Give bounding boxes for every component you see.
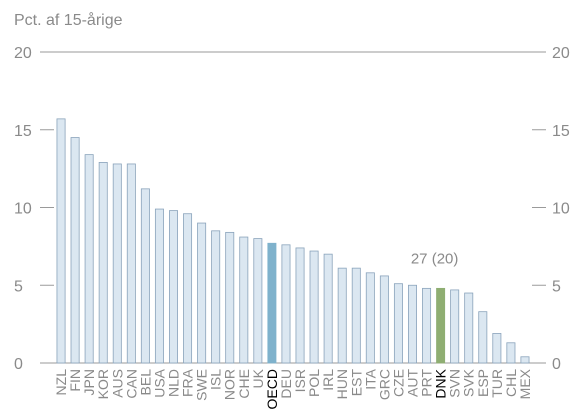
category-label-bel: BEL [137, 369, 153, 396]
bar-svk [464, 292, 474, 364]
category-label-svk: SVK [461, 368, 477, 397]
category-label-nld: NLD [166, 369, 182, 397]
category-label-irl: IRL [320, 369, 336, 391]
bar-uk [253, 238, 263, 364]
category-label-dnk: DNK [433, 368, 449, 398]
category-label-cze: CZE [390, 369, 406, 397]
y-tick-label-right: 20 [552, 45, 570, 62]
category-label-mex: MEX [517, 368, 533, 399]
category-labels: NZLFINJPNKORAUSCANBELUSANLDFRASWEISLNORC… [53, 368, 533, 409]
bar-irl [323, 253, 333, 364]
category-label-swe: SWE [194, 369, 210, 401]
bar-grc [379, 275, 389, 364]
category-label-isr: ISR [292, 369, 308, 392]
category-label-isl: ISL [208, 369, 224, 390]
category-label-uk: UK [250, 368, 266, 388]
category-label-che: CHE [236, 369, 252, 399]
bar-pol [309, 250, 319, 364]
category-label-aut: AUT [405, 369, 421, 397]
category-label-nzl: NZL [53, 369, 69, 396]
bar-chl [506, 342, 516, 364]
bar-aut [408, 284, 417, 364]
category-label-chl: CHL [503, 369, 519, 397]
category-label-fin: FIN [67, 369, 83, 392]
bar-deu [281, 244, 291, 364]
category-label-fra: FRA [180, 368, 196, 397]
category-label-est: EST [348, 369, 364, 397]
bar-kor [98, 162, 108, 364]
bar-esp [478, 311, 488, 364]
y-tick-label-left: 10 [14, 201, 32, 218]
bars [56, 118, 530, 364]
bar-ita [365, 272, 375, 364]
category-label-pol: POL [306, 369, 322, 397]
bar-fra [183, 213, 193, 364]
y-tick-label-left: 0 [14, 356, 23, 373]
y-tick-label-left: 15 [14, 123, 32, 140]
bar-nld [169, 210, 178, 364]
category-label-nor: NOR [222, 369, 238, 400]
category-label-kor: KOR [95, 369, 111, 399]
bar-swe [197, 222, 207, 364]
category-label-hun: HUN [334, 369, 350, 399]
bar-usa [154, 208, 164, 364]
bar-prt [422, 287, 432, 364]
bar-che [239, 236, 249, 364]
category-label-deu: DEU [278, 369, 294, 399]
bar-bel [140, 188, 150, 364]
bar-tur [492, 333, 502, 364]
y-tick-label-left: 20 [14, 45, 32, 62]
category-label-esp: ESP [475, 369, 491, 397]
category-label-prt: PRT [419, 369, 435, 397]
category-label-tur: TUR [489, 369, 505, 398]
annotation: 27 (20) [411, 251, 459, 268]
category-label-jpn: JPN [81, 369, 97, 395]
y-tick-label-right: 5 [552, 278, 561, 295]
bar-oecd [267, 242, 277, 364]
y-axis-label: Pct. af 15-årige [14, 11, 123, 29]
bar-isl [211, 230, 221, 364]
bar-aus [112, 163, 122, 364]
y-tick-label-right: 0 [552, 356, 561, 373]
bar-cze [393, 283, 403, 364]
y-tick-label-left: 5 [14, 278, 23, 295]
category-label-oecd: OECD [264, 369, 280, 409]
bar-nzl [56, 118, 66, 364]
bar-mex [520, 356, 530, 364]
bar-est [351, 267, 361, 364]
bar-hun [337, 267, 347, 364]
category-label-grc: GRC [376, 369, 392, 400]
y-tick-label-right: 15 [552, 123, 570, 140]
bar-svn [450, 289, 460, 364]
bar-isr [295, 247, 305, 364]
bar-can [126, 163, 136, 364]
category-label-ita: ITA [362, 368, 378, 389]
category-label-aus: AUS [109, 369, 125, 398]
bar-fin [70, 137, 80, 364]
y-tick-label-right: 10 [552, 201, 570, 218]
bar-jpn [84, 154, 94, 364]
bar-dnk [436, 287, 446, 364]
category-label-can: CAN [123, 369, 139, 399]
category-label-usa: USA [151, 368, 167, 397]
category-label-svn: SVN [447, 369, 463, 398]
bar-nor [225, 231, 235, 364]
